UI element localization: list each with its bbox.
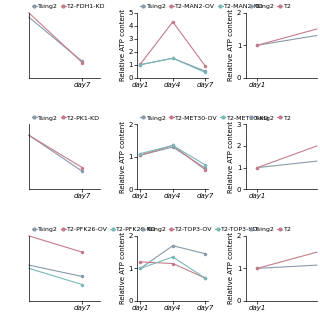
Y-axis label: Relative ATP content: Relative ATP content: [120, 232, 126, 304]
Legend: Tsing2, T2-FDH1-KD: Tsing2, T2-FDH1-KD: [32, 4, 105, 9]
Legend: Tsing2, T2-PFK26-OV, T2-PFK26-KD: Tsing2, T2-PFK26-OV, T2-PFK26-KD: [32, 227, 157, 232]
Y-axis label: Relative ATP content: Relative ATP content: [228, 121, 234, 193]
Legend: Tsing2, T2: Tsing2, T2: [249, 4, 292, 9]
Legend: Tsing2, T2-TOP3-OV, T2-TOP3-KD: Tsing2, T2-TOP3-OV, T2-TOP3-KD: [140, 227, 259, 232]
Legend: Tsing2, T2: Tsing2, T2: [249, 115, 292, 121]
Legend: Tsing2, T2: Tsing2, T2: [249, 227, 292, 232]
Y-axis label: Relative ATP content: Relative ATP content: [120, 121, 126, 193]
Legend: Tsing2, T2-MET30-OV, T2-MET30-KD: Tsing2, T2-MET30-OV, T2-MET30-KD: [140, 115, 269, 121]
Y-axis label: Relative ATP content: Relative ATP content: [120, 9, 126, 81]
Legend: Tsing2, T2-PK1-KD: Tsing2, T2-PK1-KD: [32, 115, 100, 121]
Y-axis label: Relative ATP content: Relative ATP content: [228, 9, 234, 81]
Legend: Tsing2, T2-MAN2-OV, T2-MAN2-KD: Tsing2, T2-MAN2-OV, T2-MAN2-KD: [140, 4, 264, 9]
Y-axis label: Relative ATP content: Relative ATP content: [228, 232, 234, 304]
